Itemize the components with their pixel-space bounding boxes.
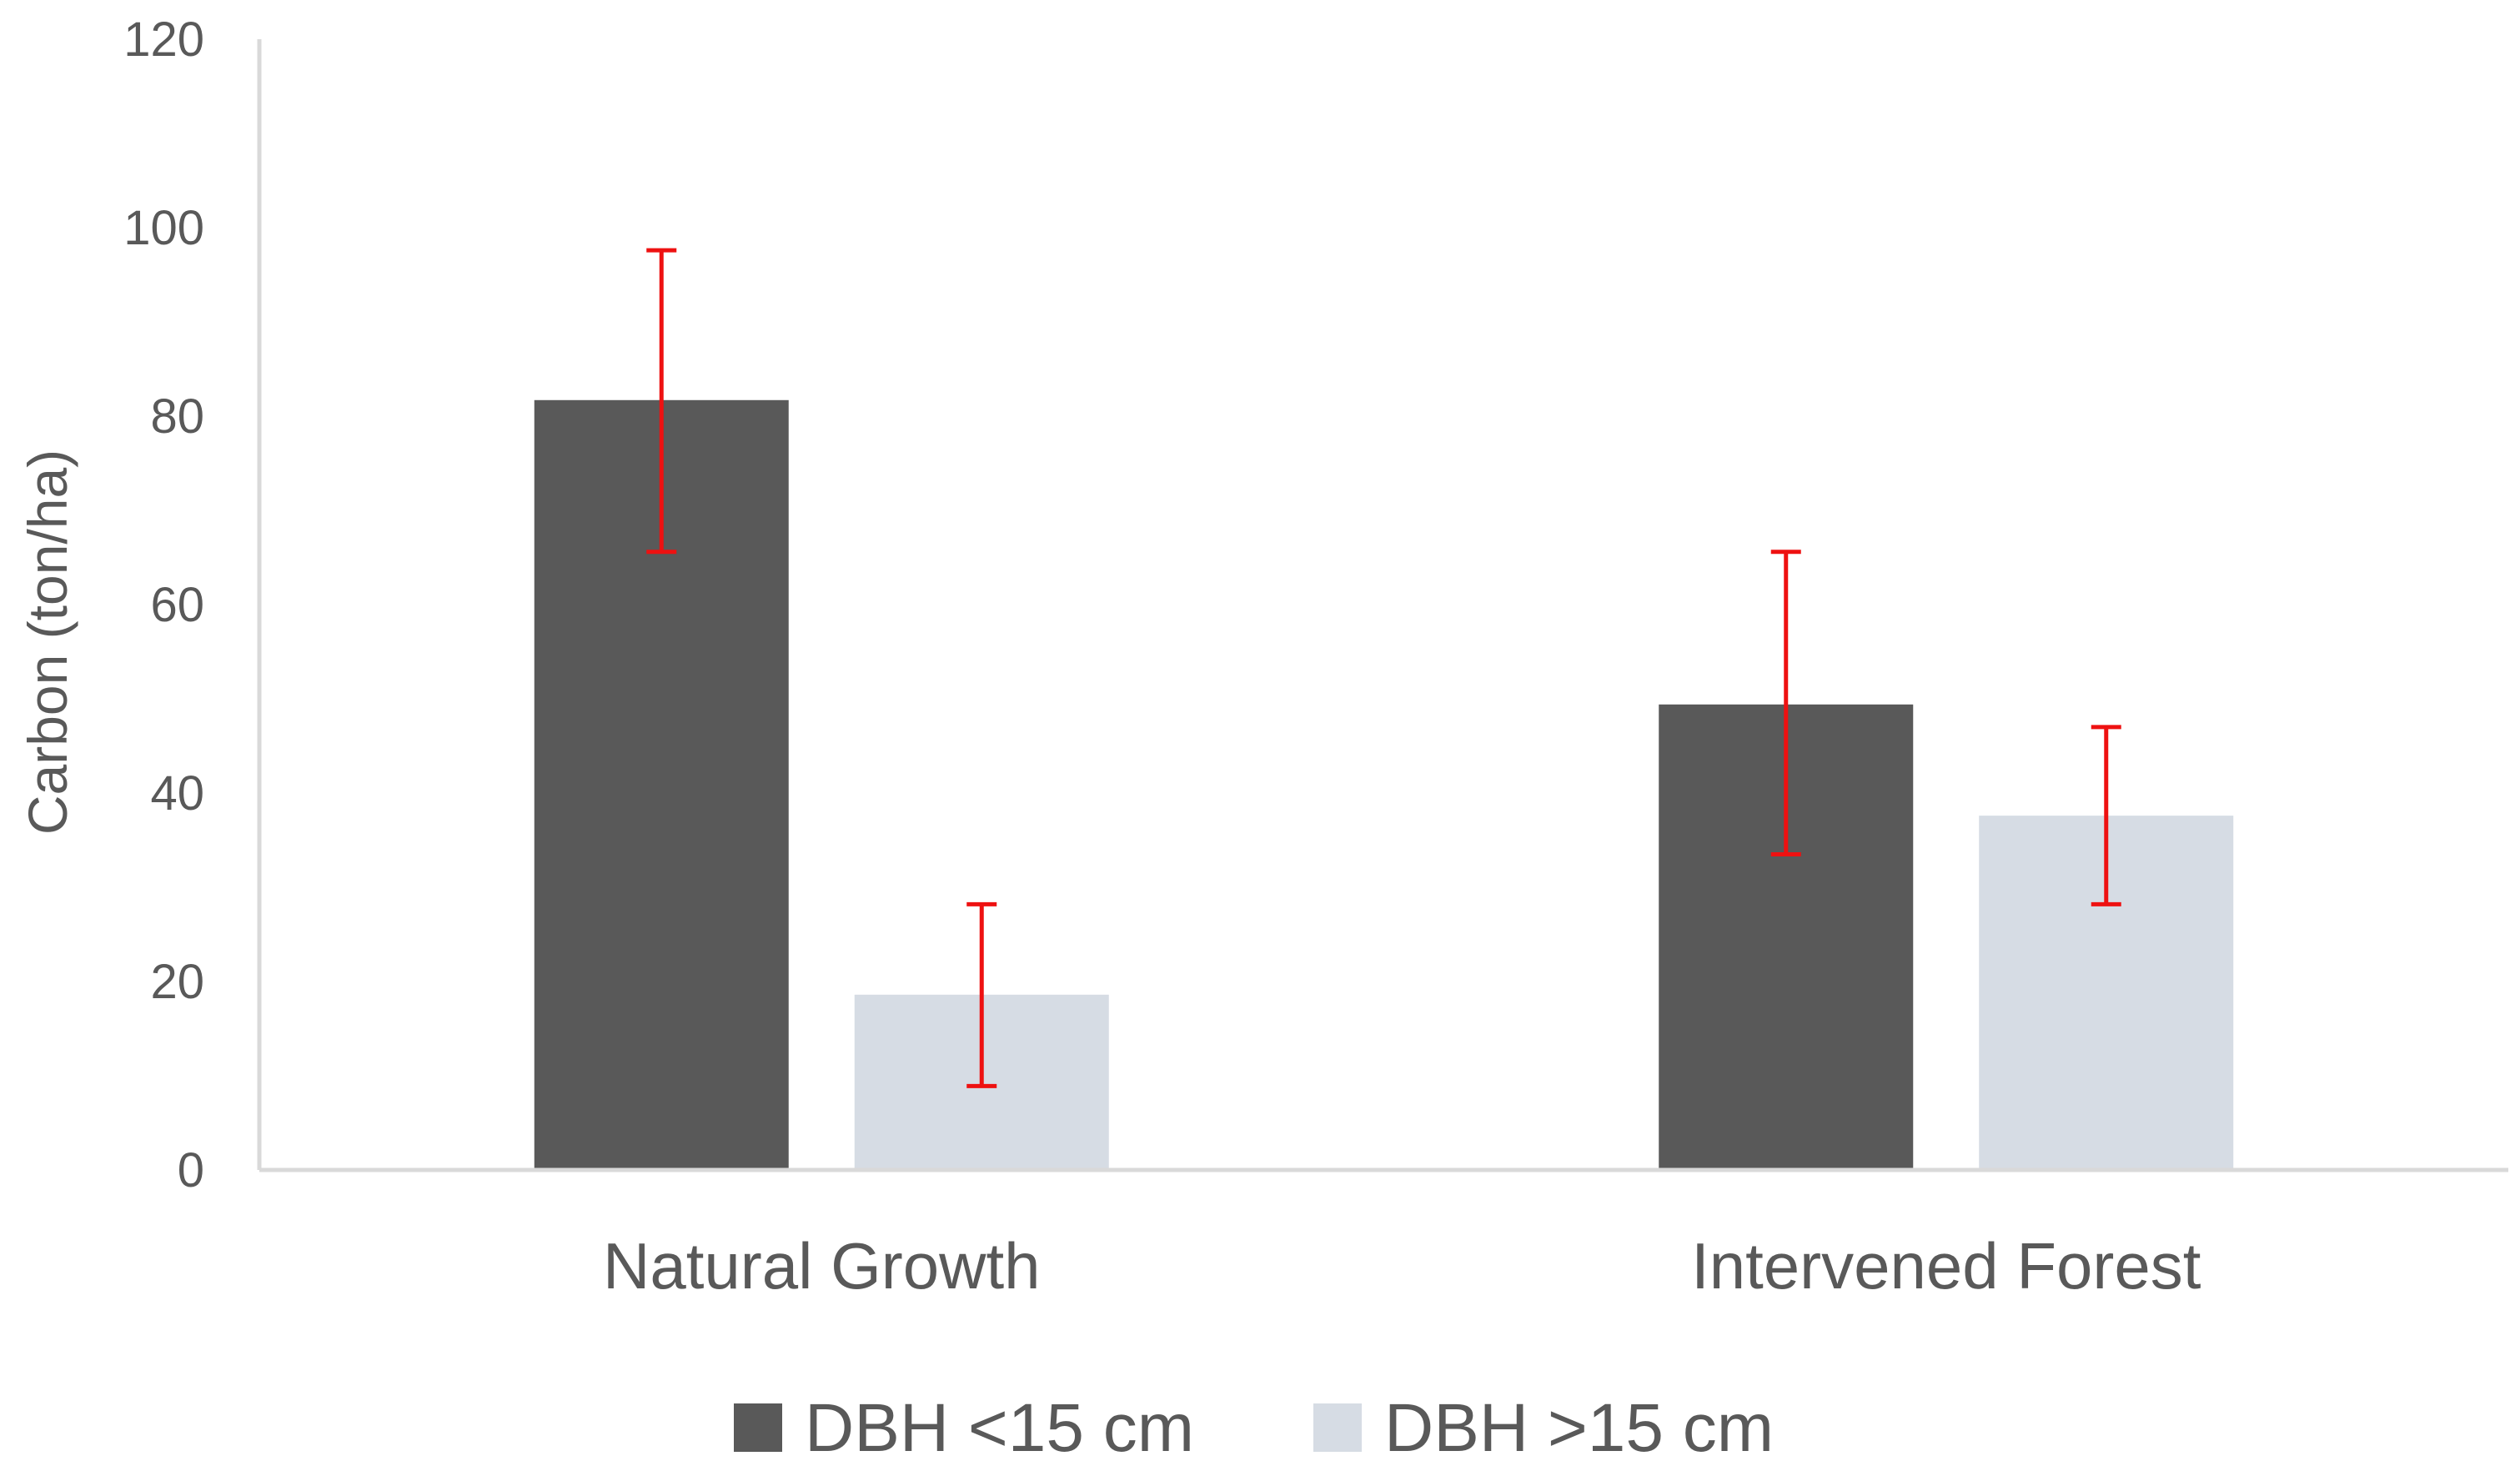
category-label: Intervened Forest (1691, 1229, 2201, 1303)
y-tick-label: 40 (150, 766, 204, 821)
error-bar (2091, 725, 2121, 906)
error-bar (966, 901, 997, 1088)
y-tick-label: 120 (123, 13, 204, 67)
y-tick-label: 100 (123, 201, 204, 255)
y-tick-label: 80 (150, 389, 204, 444)
y-tick-label: 60 (150, 578, 204, 632)
y-axis-title: Carbon (ton/ha) (17, 449, 78, 835)
y-tick-labels: 0 20 40 60 80 100 120 (123, 13, 204, 1197)
error-bar (1770, 550, 1801, 856)
legend-label: DBH >15 cm (1384, 1390, 1774, 1466)
legend-label: DBH <15 cm (805, 1390, 1194, 1466)
y-tick-label: 0 (178, 1143, 204, 1197)
legend: DBH <15 cm DBH >15 cm (734, 1390, 1774, 1466)
error-bar (646, 248, 677, 555)
plot-area (534, 248, 2234, 1170)
legend-item: DBH <15 cm (734, 1390, 1194, 1466)
y-tick-label: 20 (150, 955, 204, 1009)
legend-swatch (734, 1403, 782, 1452)
legend-item: DBH >15 cm (1313, 1390, 1774, 1466)
category-label: Natural Growth (603, 1229, 1041, 1303)
legend-swatch (1313, 1403, 1362, 1452)
category-labels: Natural Growth Intervened Forest (603, 1229, 2201, 1303)
